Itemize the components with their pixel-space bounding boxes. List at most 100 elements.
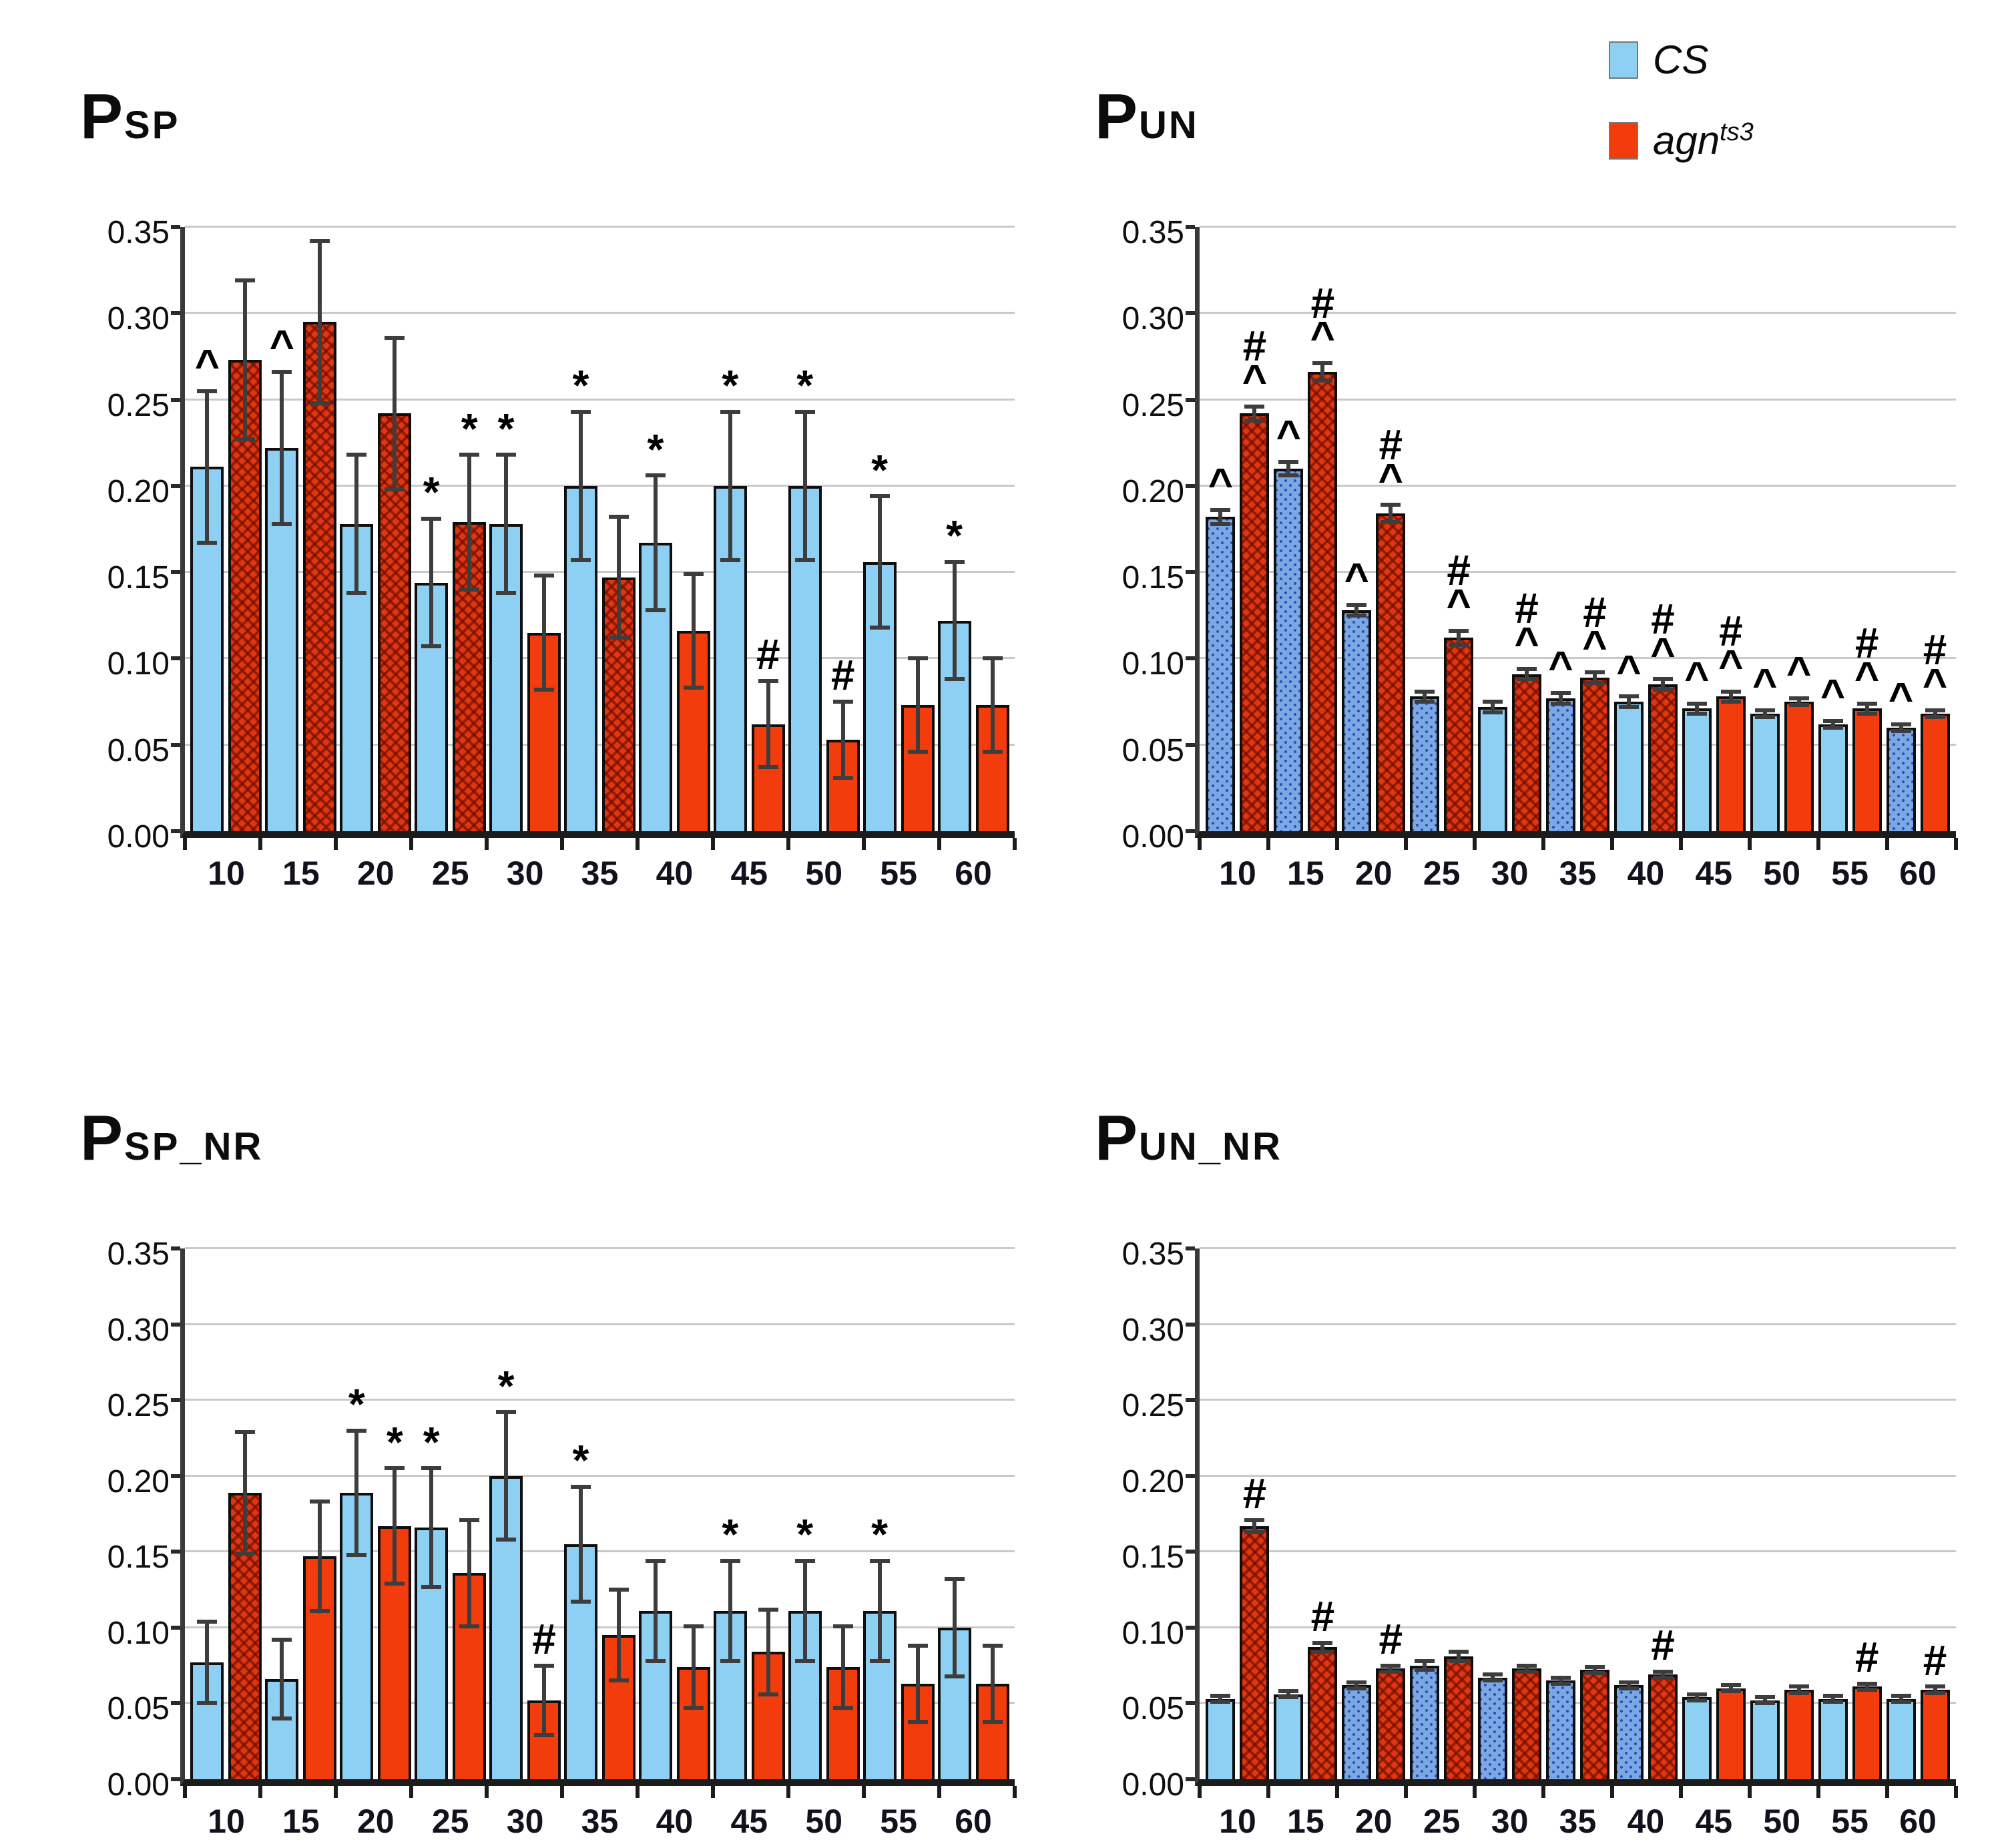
gridline [1200, 743, 1956, 746]
error-bar-cap-top [1483, 700, 1503, 704]
y-axis-label: 0.15 [1121, 560, 1184, 596]
error-bar [1728, 691, 1733, 702]
error-bar [318, 240, 322, 403]
bar-wrap: * [563, 364, 597, 831]
error-bar [393, 1468, 397, 1584]
y-axis-label: 0.20 [107, 1463, 170, 1499]
error-bar [877, 496, 882, 628]
bar-group: * #30 [489, 1365, 561, 1840]
error-bar-cap-top [1210, 1694, 1231, 1698]
significance-markers: * [573, 364, 589, 407]
bar-cs-10 [1206, 1698, 1236, 1779]
y-axis-tick [1186, 1625, 1195, 1630]
x-axis-tick [1679, 1786, 1683, 1798]
gridline [185, 312, 1015, 314]
chart-pun: PUN 0.00 0.05 0.10 0.15 0.20 0.25 0.30 0.35 ^ # ^… [1081, 80, 1958, 892]
error-bar [1525, 1665, 1529, 1672]
error-bar-cap-bottom [758, 765, 778, 770]
error-bar-cap-bottom [869, 625, 890, 630]
error-bar-cap-top [1381, 1663, 1401, 1668]
significance-markers: # [1855, 1636, 1879, 1678]
error-bar-cap-bottom [197, 541, 218, 545]
error-bar-cap-top [1244, 1518, 1265, 1522]
error-bar-cap-top [1788, 696, 1809, 700]
x-axis-label: 35 [581, 855, 619, 892]
error-bar-cap-top [459, 1518, 480, 1522]
x-axis-label: 55 [1831, 1803, 1868, 1840]
bar-group: * * 25 [415, 407, 487, 892]
significance-markers: * [946, 514, 963, 557]
x-axis-tick [786, 1786, 790, 1798]
significance-marker: ^ [1344, 554, 1369, 603]
error-bar [1933, 710, 1937, 718]
y-axis-tick [171, 483, 180, 488]
y-axis-label: 0.30 [1121, 1312, 1184, 1348]
significance-marker: * [722, 361, 739, 409]
error-bar-cap-top [1517, 666, 1537, 671]
x-axis-label: 60 [955, 855, 992, 892]
error-bar-cap-top [1312, 1640, 1333, 1645]
y-axis-tick [1186, 483, 1195, 488]
significance-markers: * [722, 1513, 738, 1556]
bar-group: 60 [937, 1577, 1009, 1840]
y-axis-tick [1186, 829, 1195, 833]
x-axis-tick [636, 1786, 640, 1798]
bar-group: #60 [1886, 1639, 1950, 1840]
y-axis-tick [171, 656, 180, 661]
significance-markers: # [756, 633, 780, 676]
error-bar-cap-top [1686, 1692, 1707, 1696]
gridline [185, 1323, 1015, 1325]
y-axis-tick [1186, 656, 1195, 661]
error-bar-cap-top [982, 1644, 1003, 1648]
significance-markers: * [348, 1383, 365, 1425]
bar-group: ^ # ^ 35 [1545, 591, 1609, 892]
error-bar [766, 1609, 770, 1694]
error-bar [1933, 1686, 1937, 1693]
error-bar-cap-bottom [1891, 729, 1911, 734]
chart-title-main: P [1095, 1102, 1140, 1174]
x-axis-label: 50 [805, 1803, 843, 1840]
bar-wrap: * [638, 428, 672, 831]
y-axis-tick [1186, 742, 1195, 747]
error-bar-cap-top [346, 1428, 367, 1433]
error-bar [354, 455, 359, 594]
significance-marker: ^ [269, 321, 295, 370]
bar-agn-50 [1784, 702, 1814, 831]
bar-groups: ^ # ^ 10 ^ # ^ 15 ^ # ^ 20 # ^ 25 # ^ 30 ^ # ^ 35 ^ # ^ 40 ^ # ^ 45 ^ ^… [1200, 227, 1956, 892]
error-bar-cap-bottom [1891, 1700, 1911, 1704]
error-bar-cap-bottom [1278, 1695, 1299, 1700]
x-axis-tick [636, 838, 640, 850]
x-axis-tick [1198, 1786, 1202, 1798]
significance-markers: # [1379, 1618, 1403, 1660]
error-bar-cap-bottom [1652, 1675, 1673, 1680]
error-bar [1320, 363, 1325, 381]
bar-cs-50 [1750, 1700, 1780, 1779]
x-axis-label: 60 [955, 1803, 992, 1840]
bar-wrap: * [563, 1439, 597, 1779]
error-bar-cap-bottom [907, 1719, 928, 1724]
error-bar-cap-bottom [1483, 1678, 1503, 1683]
bar-cs-40 [1613, 702, 1644, 831]
x-axis-tick [1610, 838, 1614, 850]
bar-agn-15 [303, 322, 337, 831]
bar-cs-35 [1545, 698, 1575, 831]
significance-marker: * [497, 404, 515, 453]
error-bar [990, 1646, 995, 1722]
y-axis-tick [1186, 1473, 1195, 1478]
error-bar [504, 1412, 509, 1540]
y-axis-label: 0.00 [1121, 819, 1184, 855]
error-bar [578, 411, 583, 561]
error-bar-cap-top [385, 1466, 405, 1471]
significance-marker: ^ [1548, 642, 1573, 691]
error-bar-cap-bottom [1210, 521, 1231, 526]
bar-cs-55 [1818, 724, 1848, 831]
error-bar-cap-bottom [832, 1706, 853, 1710]
error-bar-cap-top [1925, 1684, 1945, 1689]
chart-title: PUN [1095, 80, 1956, 154]
x-axis-tick [937, 838, 941, 850]
significance-marker: * [423, 1417, 440, 1466]
error-bar-cap-top [683, 1624, 704, 1628]
bar-group: * 55 [862, 449, 935, 892]
y-axis-tick [171, 225, 180, 229]
error-bar-cap-bottom [272, 1716, 292, 1721]
